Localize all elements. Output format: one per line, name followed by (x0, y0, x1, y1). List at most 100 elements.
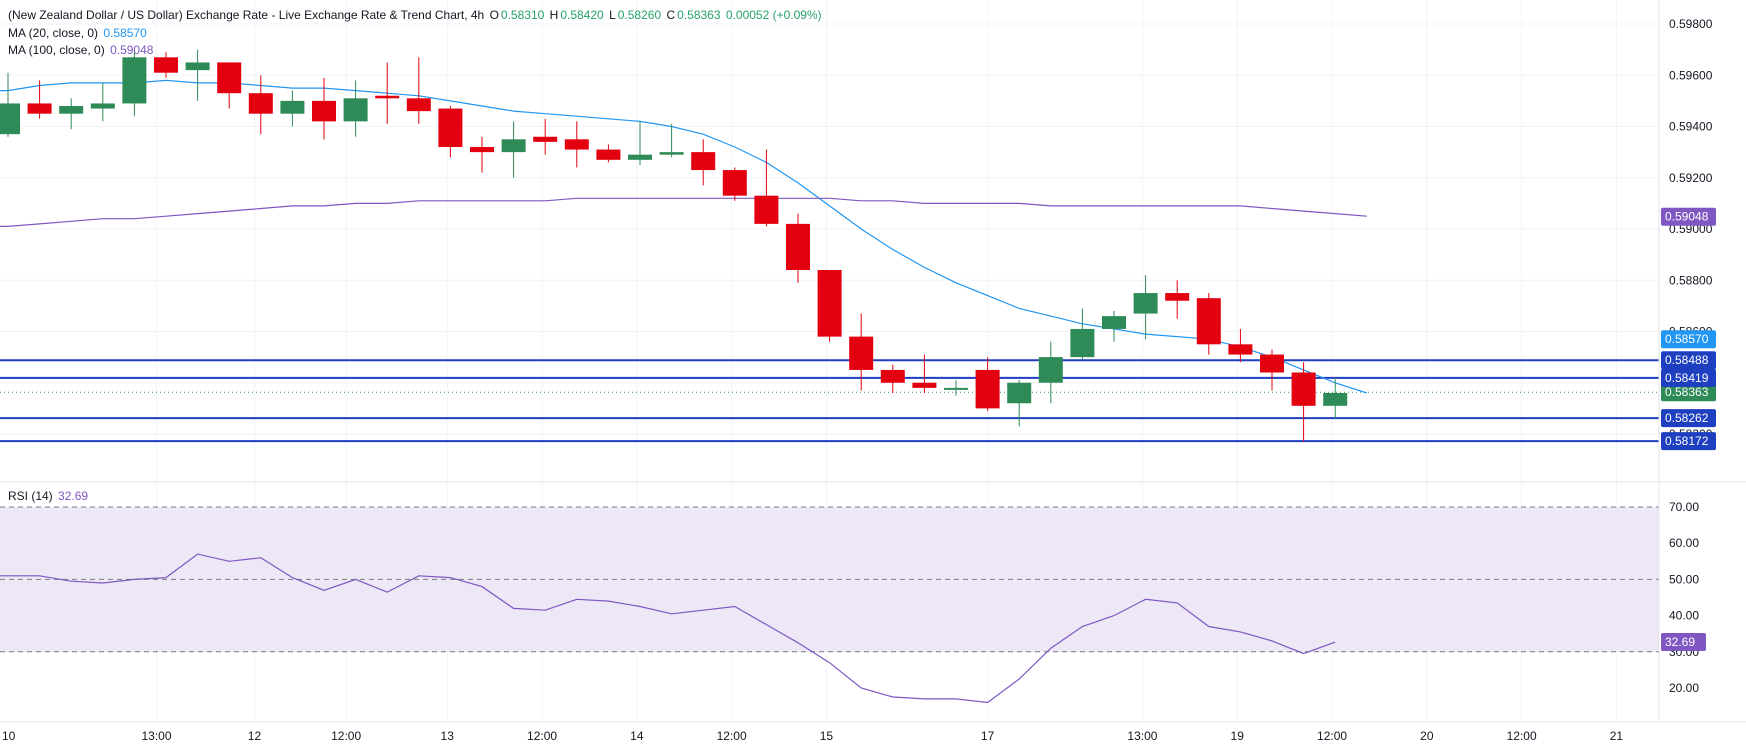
close-key: C (666, 8, 676, 22)
candle-body (596, 149, 621, 160)
rsi-legend[interactable]: RSI (14) 32.69 (8, 489, 90, 503)
rsi-tick-label: 40.00 (1669, 609, 1699, 623)
price-tag-last-label: 0.58363 (1665, 385, 1709, 399)
candle (1291, 362, 1316, 442)
candle-body (1196, 298, 1221, 345)
candle (343, 80, 368, 137)
price-tag-ma20: 0.58570 (1661, 330, 1716, 349)
candle (880, 364, 905, 393)
time-tick-label: 12 (248, 729, 262, 743)
candle (27, 80, 52, 119)
price-tag-last: 0.58363 (1661, 383, 1716, 402)
candle (470, 136, 494, 173)
time-tick-label: 19 (1231, 729, 1245, 743)
rsi-band (0, 506, 1659, 653)
ma20-legend[interactable]: MA (20, close, 0) 0.58570 (8, 26, 149, 40)
ma100-line (0, 197, 1367, 227)
close-value: 0.58363 (677, 8, 721, 22)
candle (0, 72, 20, 137)
time-tick-label: 13:00 (1127, 729, 1157, 743)
time-tick-label: 13 (441, 729, 455, 743)
candle (754, 149, 779, 227)
high-value: 0.58420 (560, 8, 604, 22)
ma100-legend[interactable]: MA (100, close, 0) 0.59048 (8, 43, 155, 57)
candle-body (406, 98, 431, 112)
price-tag-last-box (1661, 383, 1716, 402)
candle (154, 52, 178, 78)
price-tag-ma100: 0.59048 (1661, 207, 1716, 226)
candle (501, 121, 526, 178)
candle-body (122, 57, 147, 104)
candle (1196, 293, 1221, 355)
price-tag-level: 0.58262 (1661, 409, 1716, 428)
candle (659, 123, 684, 158)
candle (1038, 341, 1063, 404)
candle-body (754, 195, 779, 224)
candle-body (217, 62, 242, 94)
candle-body (1038, 357, 1063, 383)
time-tick-label: 13:00 (142, 729, 172, 743)
time-tick-label: 12:00 (717, 729, 747, 743)
candle-body (564, 139, 589, 150)
candle (1165, 280, 1190, 319)
high-key: H (549, 8, 559, 22)
candle-body (375, 95, 400, 99)
horizontal-levels (0, 359, 1659, 443)
time-tick-label: 10 (2, 729, 16, 743)
time-tick-label: 12:00 (1317, 729, 1347, 743)
price-tag-ma20-box (1661, 330, 1716, 349)
candle (975, 357, 1000, 411)
candle (1228, 328, 1253, 363)
candle-body (27, 103, 52, 114)
time-tick-label: 14 (630, 729, 644, 743)
candle-body (1291, 372, 1316, 406)
price-tick-label: 0.59200 (1669, 171, 1713, 185)
candle (122, 52, 147, 117)
rsi-tick-label: 60.00 (1669, 536, 1699, 550)
open-value: 0.58310 (500, 8, 545, 22)
candle-body (944, 387, 968, 390)
candle-body (1133, 293, 1158, 314)
candle (786, 213, 810, 283)
rsi-line-group (0, 553, 1336, 704)
rsi-value-tag-box (1661, 633, 1706, 652)
candle-body (280, 100, 305, 114)
rsi-value: 32.69 (58, 489, 89, 503)
candle-body (628, 154, 652, 160)
candle (628, 121, 652, 165)
price-tag-level-label: 0.58172 (1665, 434, 1709, 448)
candle-body (975, 369, 1000, 409)
candle-body (248, 93, 273, 114)
candle-body (659, 152, 684, 155)
candle (217, 62, 242, 109)
price-tag-level: 0.58172 (1661, 432, 1716, 451)
low-key: L (609, 8, 616, 22)
price-tag-level-box (1661, 351, 1716, 370)
candle (248, 75, 273, 135)
chart-legend-title: (New Zealand Dollar / US Dollar) Exchang… (8, 8, 824, 22)
ma20-label: MA (20, close, 0) (8, 26, 99, 40)
candle-body (1228, 344, 1253, 355)
candle-body (154, 57, 178, 73)
candle (849, 313, 874, 391)
candle-body (185, 62, 210, 71)
candle-body (501, 139, 526, 153)
time-tick-label: 12:00 (1507, 729, 1537, 743)
candle (1102, 311, 1126, 342)
change-value: 0.00052 (+0.09%) (725, 8, 822, 22)
price-tick-label: 0.59800 (1669, 17, 1713, 31)
ma100-label: MA (100, close, 0) (8, 43, 105, 57)
time-tick-label: 12:00 (331, 729, 361, 743)
price-tick-label: 0.59400 (1669, 120, 1713, 134)
ma20-value: 0.58570 (103, 26, 147, 40)
price-tag-level: 0.58419 (1661, 368, 1716, 387)
rsi-tick-label: 70.00 (1669, 500, 1699, 514)
time-tick-label: 15 (820, 729, 834, 743)
candle (533, 118, 558, 155)
candle (59, 98, 84, 130)
rsi-line (0, 553, 1336, 704)
candles (0, 49, 1348, 442)
price-tag-level-label: 0.58262 (1665, 411, 1709, 425)
